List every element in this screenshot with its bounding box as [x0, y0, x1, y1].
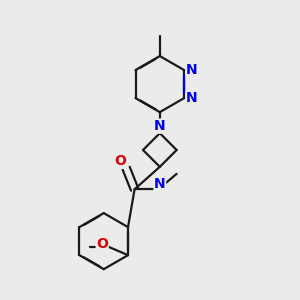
Text: N: N: [154, 177, 166, 191]
Text: N: N: [186, 91, 198, 105]
Text: O: O: [115, 154, 127, 168]
Text: O: O: [96, 237, 108, 251]
Text: N: N: [186, 63, 198, 77]
Text: N: N: [154, 119, 166, 133]
